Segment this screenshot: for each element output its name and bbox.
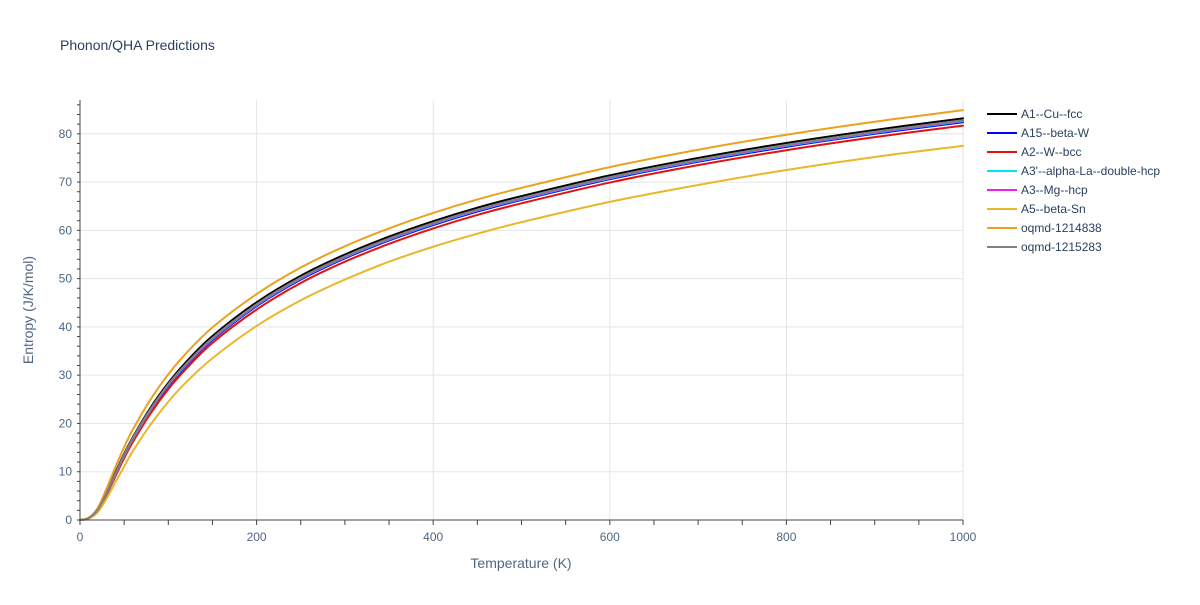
x-tick-label: 0 bbox=[77, 530, 84, 544]
y-axis-title: Entropy (J/K/mol) bbox=[20, 256, 36, 364]
legend-item: A3--Mg--hcp bbox=[987, 183, 1088, 197]
legend-label: oqmd-1214838 bbox=[1021, 221, 1102, 235]
x-tick-label: 1000 bbox=[950, 530, 977, 544]
y-tick-label: 40 bbox=[59, 320, 73, 334]
x-tick-label: 400 bbox=[423, 530, 443, 544]
legend-label: oqmd-1215283 bbox=[1021, 240, 1102, 254]
legend-item: A3'--alpha-La--double-hcp bbox=[987, 164, 1160, 178]
legend-item: A1--Cu--fcc bbox=[987, 107, 1082, 121]
legend-item: A15--beta-W bbox=[987, 126, 1090, 140]
legend-label: A2--W--bcc bbox=[1021, 145, 1081, 159]
y-tick-label: 30 bbox=[59, 368, 73, 382]
x-tick-label: 200 bbox=[247, 530, 267, 544]
axis-layer: 0 200 400 600 800 1000 0 10 20 30 40 50 60 70 80 bbox=[59, 100, 977, 544]
series-line-7 bbox=[79, 119, 964, 521]
x-tick-label: 800 bbox=[776, 530, 796, 544]
series-line-4 bbox=[79, 119, 964, 521]
legend-label: A3--Mg--hcp bbox=[1021, 183, 1088, 197]
series-line-6 bbox=[79, 109, 964, 521]
series-line-3 bbox=[79, 120, 964, 521]
x-axis-title: Temperature (K) bbox=[470, 555, 571, 571]
series-line-2 bbox=[79, 124, 964, 521]
legend-label: A5--beta-Sn bbox=[1021, 202, 1086, 216]
series-line-0 bbox=[79, 117, 964, 521]
x-tick-label: 600 bbox=[600, 530, 620, 544]
y-tick-label: 80 bbox=[59, 127, 73, 141]
legend-label: A1--Cu--fcc bbox=[1021, 107, 1082, 121]
legend: A1--Cu--fcc A15--beta-W A2--W--bcc A3'--alp… bbox=[987, 107, 1160, 254]
series-layer bbox=[79, 109, 964, 521]
y-tick-label: 50 bbox=[59, 272, 73, 286]
y-tick-label: 20 bbox=[59, 416, 73, 430]
y-tick-label: 70 bbox=[59, 175, 73, 189]
legend-item: A5--beta-Sn bbox=[987, 202, 1086, 216]
legend-item: oqmd-1214838 bbox=[987, 221, 1102, 235]
grid-layer bbox=[80, 100, 964, 520]
y-tick-label: 0 bbox=[65, 513, 72, 527]
legend-item: oqmd-1215283 bbox=[987, 240, 1102, 254]
y-tick-label: 10 bbox=[59, 465, 73, 479]
series-line-5 bbox=[79, 144, 964, 521]
legend-label: A15--beta-W bbox=[1021, 126, 1090, 140]
chart-title: Phonon/QHA Predictions bbox=[60, 37, 215, 53]
legend-item: A2--W--bcc bbox=[987, 145, 1081, 159]
legend-label: A3'--alpha-La--double-hcp bbox=[1021, 164, 1160, 178]
y-tick-label: 60 bbox=[59, 223, 73, 237]
